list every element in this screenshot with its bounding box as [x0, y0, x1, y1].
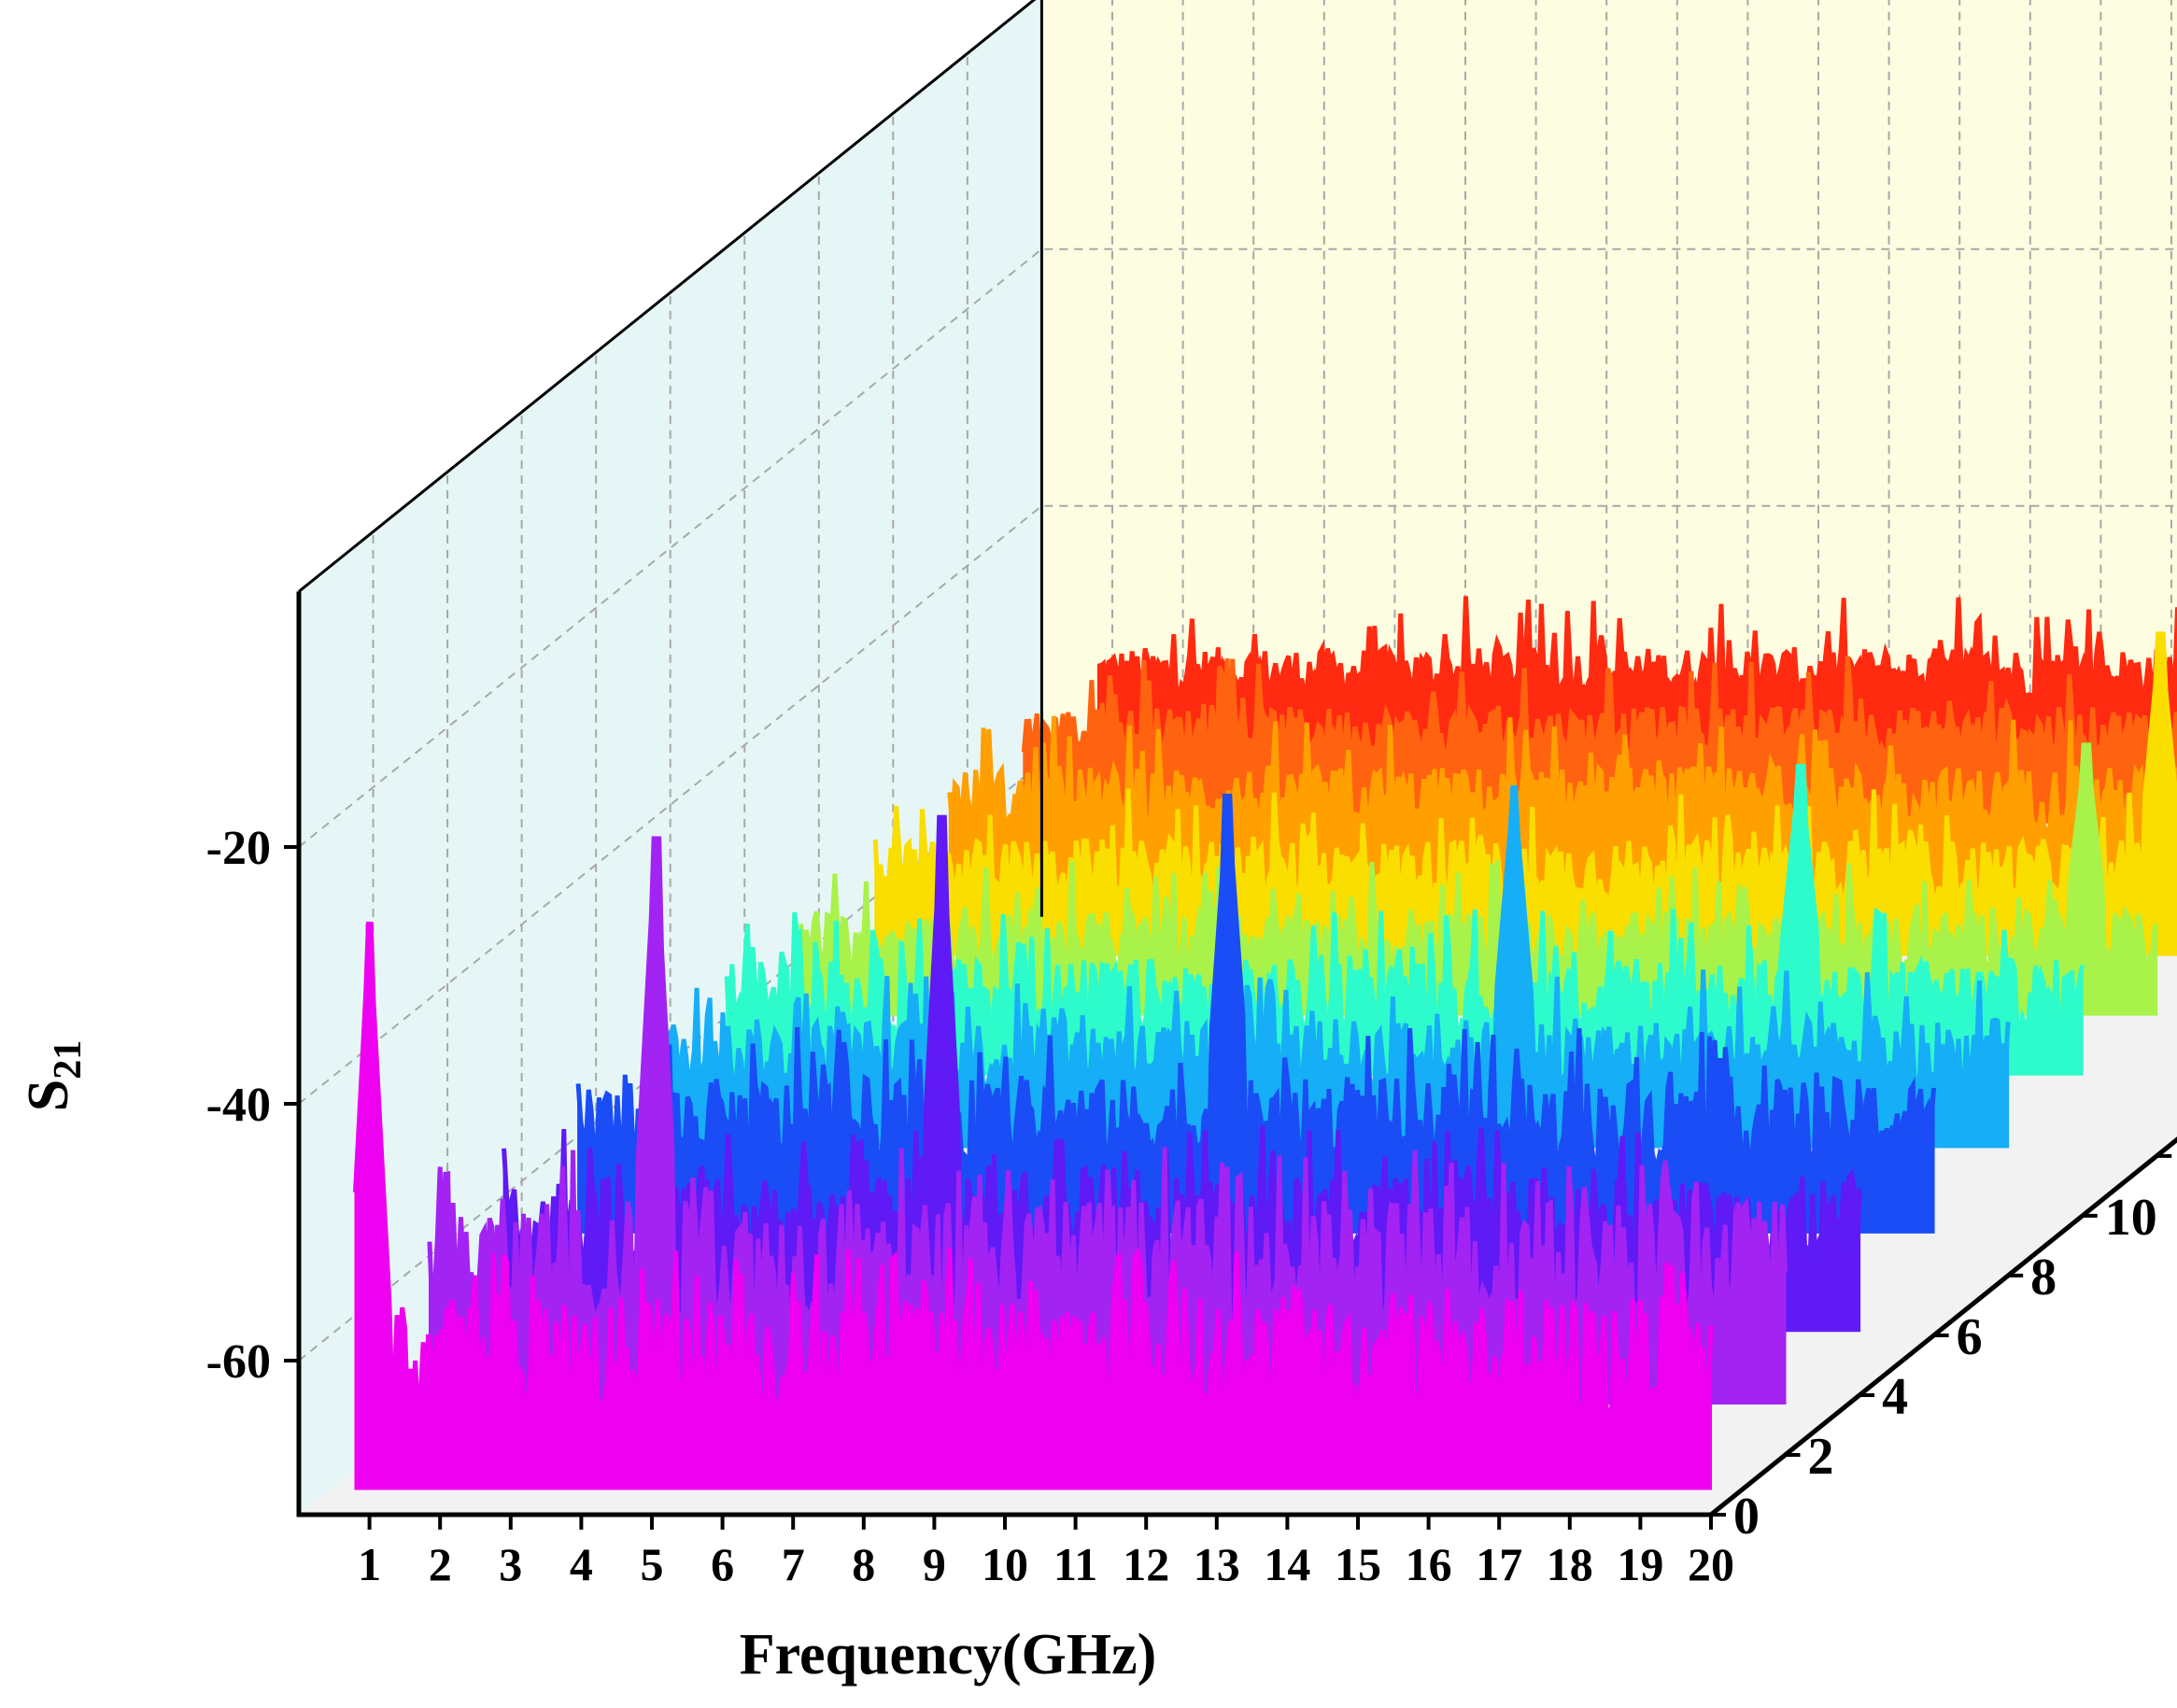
series-layer	[353, 596, 2177, 1490]
x-axis-title: Frequency(GHz)	[740, 1623, 1157, 1687]
x-tick-label: 19	[1617, 1538, 1663, 1590]
x-tick-label: 9	[923, 1538, 946, 1590]
z-tick-label: 0	[1733, 1488, 1760, 1546]
x-tick-label: 6	[711, 1538, 734, 1590]
x-tick-label: 7	[782, 1538, 805, 1590]
z-tick-label: 8	[2030, 1249, 2057, 1306]
x-tick-label: 2	[429, 1538, 452, 1590]
x-tick-label: 18	[1547, 1538, 1593, 1590]
x-tick-label: 1	[358, 1538, 381, 1590]
series-line-z-8	[650, 784, 2011, 1101]
x-tick-label: 11	[1053, 1538, 1097, 1590]
x-tick-label: 15	[1335, 1538, 1381, 1590]
x-tick-label: 14	[1264, 1538, 1310, 1590]
y-tick-label: -40	[206, 1079, 271, 1132]
x-tick-label: 20	[1688, 1538, 1734, 1590]
x-tick-label: 8	[852, 1538, 875, 1590]
series-line-z-12	[799, 742, 2159, 982]
y-axis-title-subscript: 21	[47, 1040, 90, 1080]
x-tick-label: 13	[1194, 1538, 1240, 1590]
x-tick-label: 10	[982, 1538, 1028, 1590]
side-wall	[299, 0, 1042, 1515]
x-tick-label: 16	[1406, 1538, 1452, 1590]
z-tick-label: 6	[1957, 1308, 1983, 1366]
series-line-z-14	[872, 631, 2177, 910]
grid-line-y	[298, 761, 2177, 1362]
series-line-z-4	[502, 814, 1862, 1274]
y-axis-title-main: S	[17, 1080, 80, 1111]
y-tick-label: -60	[206, 1335, 271, 1389]
x-tick-label: 5	[641, 1538, 664, 1590]
y-axis-title: S21	[17, 1040, 90, 1111]
series-line-z-10	[724, 764, 2085, 1043]
series-z-0	[353, 922, 1714, 1490]
frame-top	[298, 0, 1037, 593]
y-tick-label: -20	[206, 822, 271, 875]
z-tick-label: 4	[1882, 1368, 1908, 1426]
series-z-12	[799, 742, 2159, 1016]
z-tick-label: 2	[1808, 1428, 1834, 1486]
series-line-z-0	[353, 922, 1714, 1428]
z-tick-label: 10	[2105, 1189, 2157, 1247]
grid-line-y	[298, 504, 2177, 1105]
series-line-z-6	[575, 793, 1937, 1178]
grid-line-y	[298, 247, 2177, 848]
series-z-4	[502, 814, 1862, 1333]
chart-labels: Frequency(GHz) S21	[17, 1040, 1156, 1687]
series-line-z-20	[1096, 596, 2177, 707]
x-tick-label: 17	[1476, 1538, 1522, 1590]
series-z-6	[575, 793, 1937, 1234]
x-tick-label: 12	[1123, 1538, 1169, 1590]
x-tick-label: 3	[499, 1538, 522, 1590]
x-tick-label: 4	[570, 1538, 593, 1590]
chart-axes: 1 2 3 4 5 6 7 8 9 10 11 12 13 14 15 16 17 18 19 20-20-40-60…	[206, 0, 2177, 1590]
